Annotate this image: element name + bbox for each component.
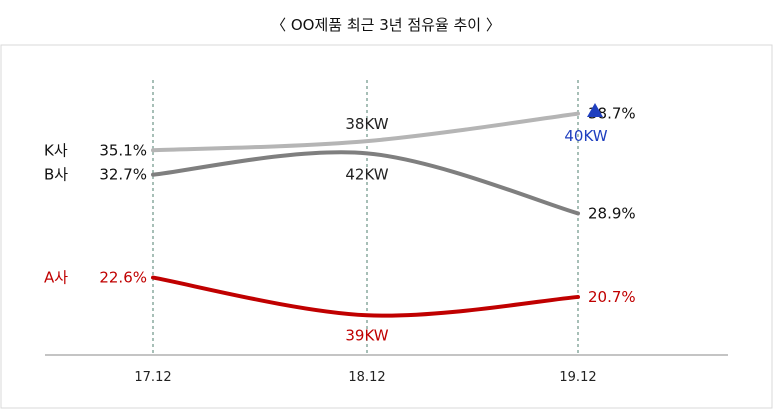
chart-border xyxy=(0,44,773,409)
annotation-label: 42KW xyxy=(345,165,388,183)
series-name-label: B사 xyxy=(44,166,68,184)
data-label: 35.1% xyxy=(99,141,147,159)
chart-title: 〈 OO제품 최근 3년 점유율 추이 〉 xyxy=(271,16,501,34)
annotation-label: 38KW xyxy=(345,115,388,133)
annotation-label: 40KW xyxy=(564,127,607,145)
data-label: 38.7% xyxy=(588,105,636,123)
series-line-k xyxy=(151,111,580,153)
series-line-a xyxy=(151,275,580,318)
x-tick-label: 19.12 xyxy=(559,370,596,385)
data-label: 28.9% xyxy=(588,204,636,222)
x-tick-label: 18.12 xyxy=(348,370,385,385)
triangle-up-icon xyxy=(587,103,603,117)
data-label: 20.7% xyxy=(588,288,636,306)
annotation-label: 39KW xyxy=(345,326,388,344)
series-line-b xyxy=(151,150,580,216)
series-name-label: A사 xyxy=(44,269,68,287)
series-name-label: K사 xyxy=(44,141,68,159)
data-label: 22.6% xyxy=(99,269,147,287)
x-tick-label: 17.12 xyxy=(134,370,171,385)
data-label: 32.7% xyxy=(99,166,147,184)
